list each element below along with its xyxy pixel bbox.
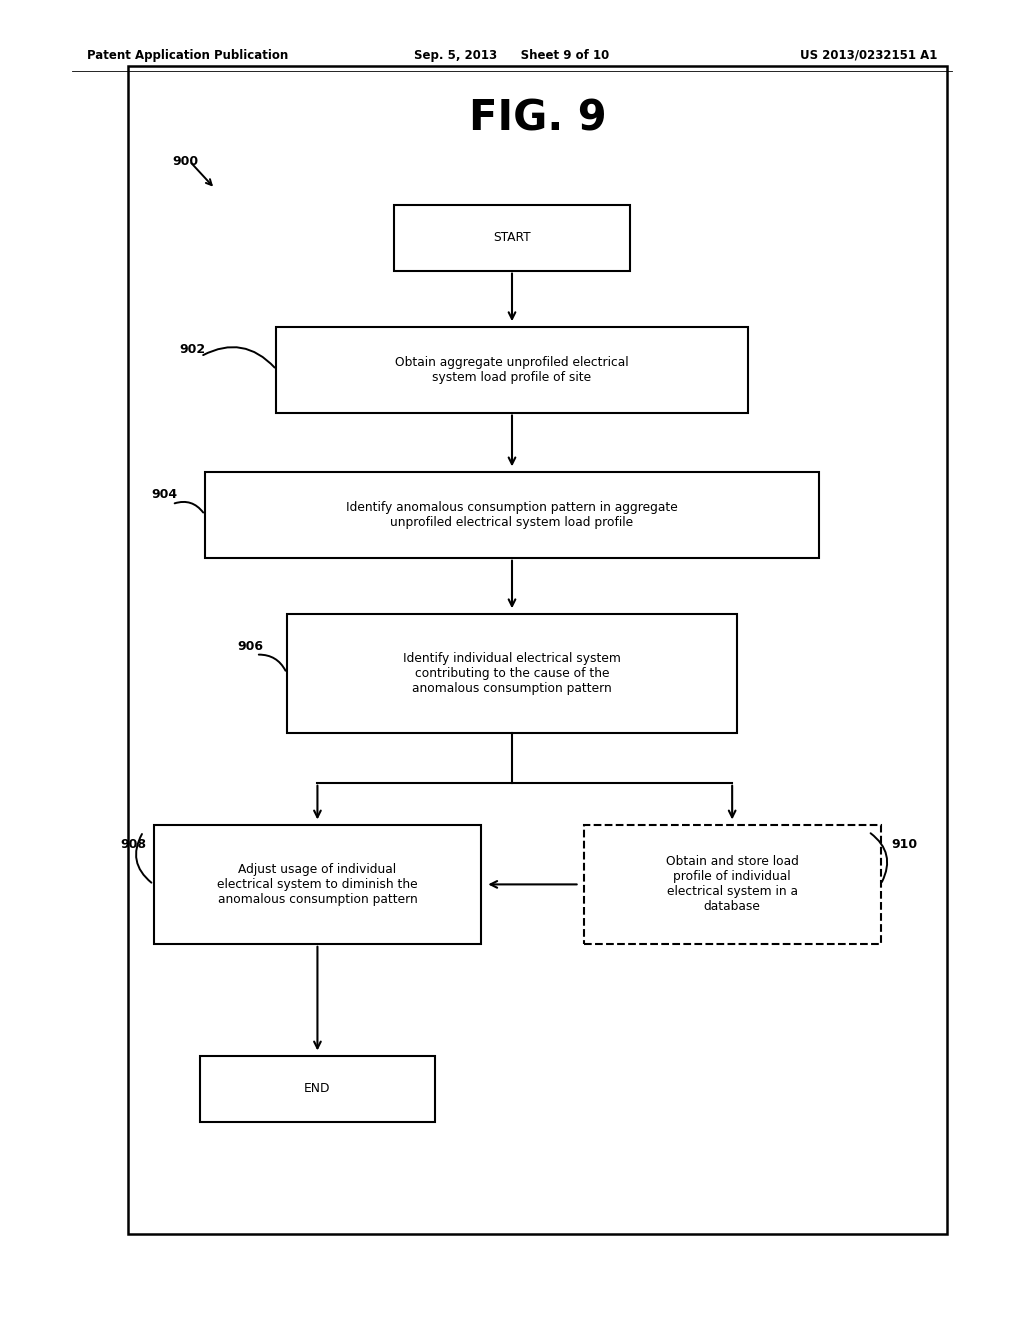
Text: FIG. 9: FIG. 9 (469, 98, 606, 140)
Bar (276, 327, 748, 412)
Text: Obtain and store load
profile of individual
electrical system in a
database: Obtain and store load profile of individ… (666, 855, 799, 913)
Text: Sep. 5, 2013  Sheet 9 of 10: Sep. 5, 2013 Sheet 9 of 10 (415, 49, 609, 62)
Text: 902: 902 (179, 343, 206, 356)
Text: 904: 904 (152, 488, 178, 502)
Bar (584, 825, 881, 944)
Text: END: END (304, 1082, 331, 1096)
Text: 906: 906 (238, 640, 263, 653)
Text: 908: 908 (121, 838, 146, 851)
Bar (200, 1056, 435, 1122)
Text: START: START (494, 231, 530, 244)
Text: Adjust usage of individual
electrical system to diminish the
anomalous consumpti: Adjust usage of individual electrical sy… (217, 863, 418, 906)
Text: 910: 910 (891, 838, 918, 851)
Bar (394, 205, 630, 271)
Bar (205, 471, 819, 557)
Text: US 2013/0232151 A1: US 2013/0232151 A1 (800, 49, 937, 62)
Text: Identify anomalous consumption pattern in aggregate
unprofiled electrical system: Identify anomalous consumption pattern i… (346, 500, 678, 529)
Bar (154, 825, 481, 944)
Text: 900: 900 (172, 154, 199, 168)
Text: Obtain aggregate unprofiled electrical
system load profile of site: Obtain aggregate unprofiled electrical s… (395, 355, 629, 384)
Bar (128, 66, 947, 1234)
Text: Identify individual electrical system
contributing to the cause of the
anomalous: Identify individual electrical system co… (403, 652, 621, 694)
Text: Patent Application Publication: Patent Application Publication (87, 49, 289, 62)
Bar (287, 614, 737, 733)
